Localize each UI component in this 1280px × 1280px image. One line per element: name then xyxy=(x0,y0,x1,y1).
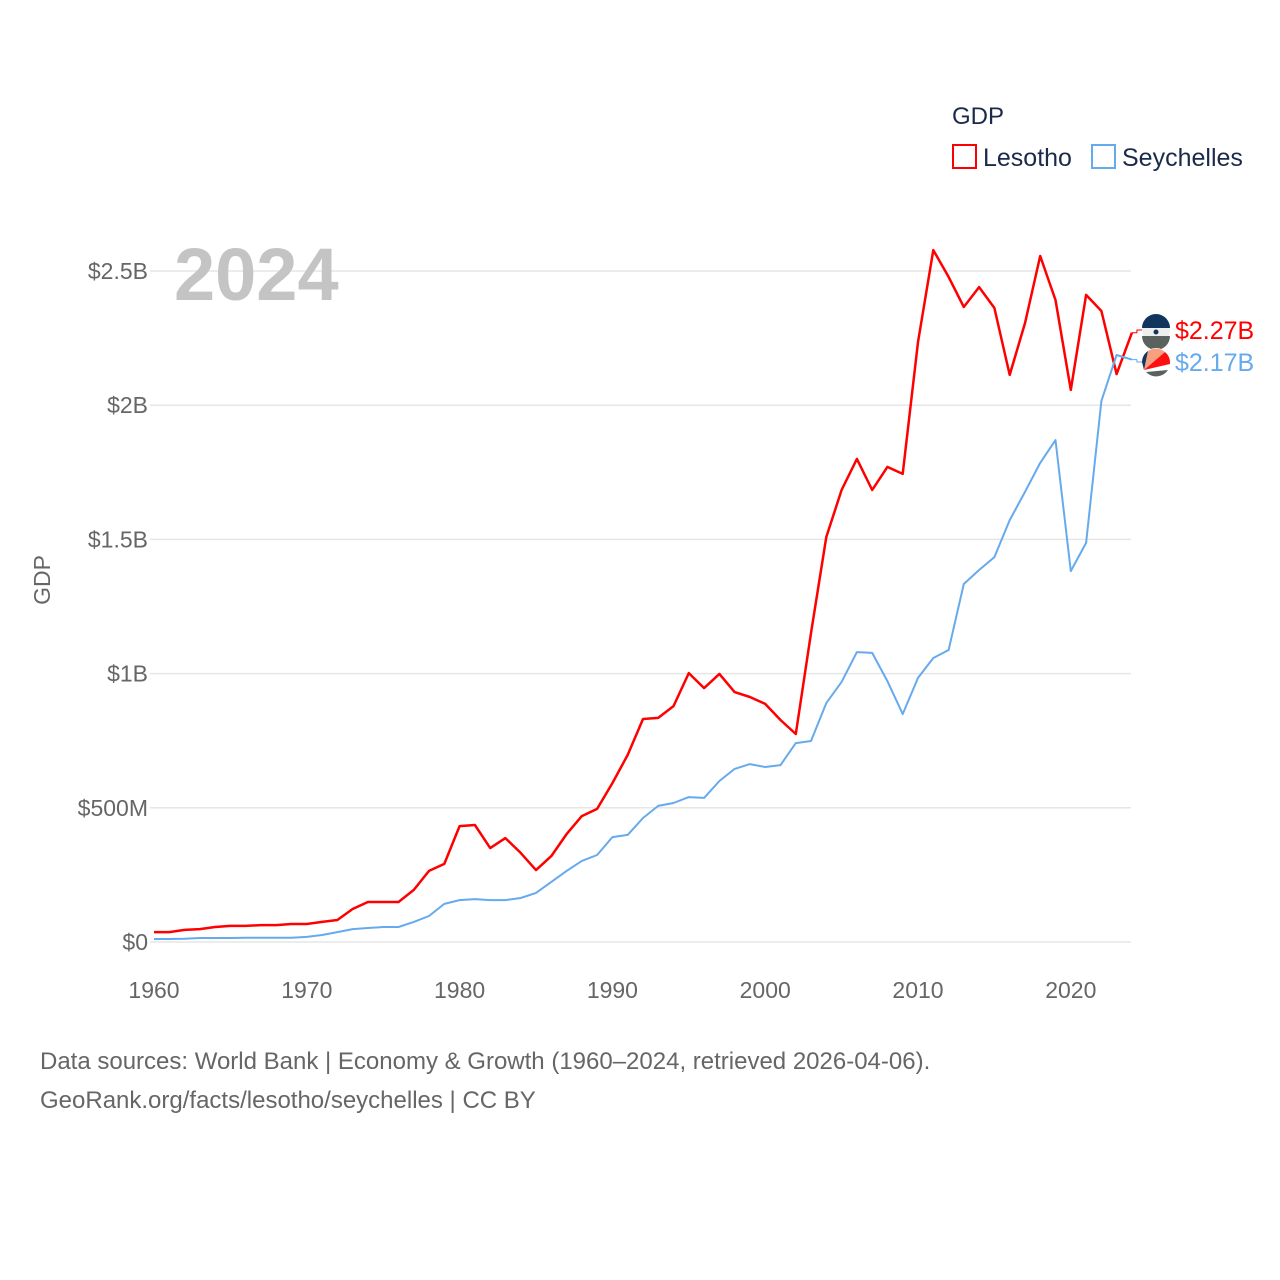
y-tick-label: $0 xyxy=(122,929,148,955)
series-line-lesotho xyxy=(154,248,1134,934)
x-tick-label: 1990 xyxy=(587,977,638,1003)
x-tick-label: 2020 xyxy=(1045,977,1096,1003)
legend: GDP Lesotho Seychelles xyxy=(952,103,1243,172)
y-tick-label: $2.5B xyxy=(88,258,148,284)
y-axis-label: GDP xyxy=(29,555,55,605)
y-tick-label: $1B xyxy=(107,661,148,687)
end-label-connector xyxy=(1131,329,1142,334)
year-watermark: 2024 xyxy=(174,233,339,316)
x-tick-label: 1980 xyxy=(434,977,485,1003)
end-value-label-lesotho: $2.27B xyxy=(1175,317,1254,345)
x-axis-ticks: 1960 1970 1980 1990 2000 2010 2020 xyxy=(128,977,1096,1003)
flag-icon-lesotho xyxy=(1142,314,1170,350)
y-tick-label: $1.5B xyxy=(88,526,148,552)
legend-label-lesotho[interactable]: Lesotho xyxy=(983,144,1072,172)
legend-title: GDP xyxy=(952,103,1004,130)
source-line-2[interactable]: GeoRank.org/facts/lesotho/seychelles | C… xyxy=(40,1087,536,1114)
x-tick-label: 1960 xyxy=(128,977,179,1003)
series-lines xyxy=(154,248,1134,940)
legend-label-seychelles[interactable]: Seychelles xyxy=(1122,144,1243,172)
x-tick-label: 2010 xyxy=(892,977,943,1003)
grid-lines xyxy=(150,270,1131,943)
end-value-label-seychelles: $2.17B xyxy=(1175,349,1254,377)
y-axis-ticks: $0 $500M $1B $1.5B $2B $2.5B xyxy=(78,258,148,955)
y-tick-label: $500M xyxy=(78,795,148,821)
end-label-connector xyxy=(1131,359,1142,363)
series-line-seychelles xyxy=(154,354,1133,940)
legend-swatch-lesotho[interactable] xyxy=(952,144,977,169)
end-labels: $2.27B $2.17B xyxy=(1131,314,1254,377)
flag-icon-seychelles xyxy=(1142,348,1171,377)
x-tick-label: 2000 xyxy=(740,977,791,1003)
source-line-1: Data sources: World Bank | Economy & Gro… xyxy=(40,1048,930,1075)
x-tick-label: 1970 xyxy=(281,977,332,1003)
legend-swatch-seychelles[interactable] xyxy=(1091,144,1116,169)
y-tick-label: $2B xyxy=(107,392,148,418)
